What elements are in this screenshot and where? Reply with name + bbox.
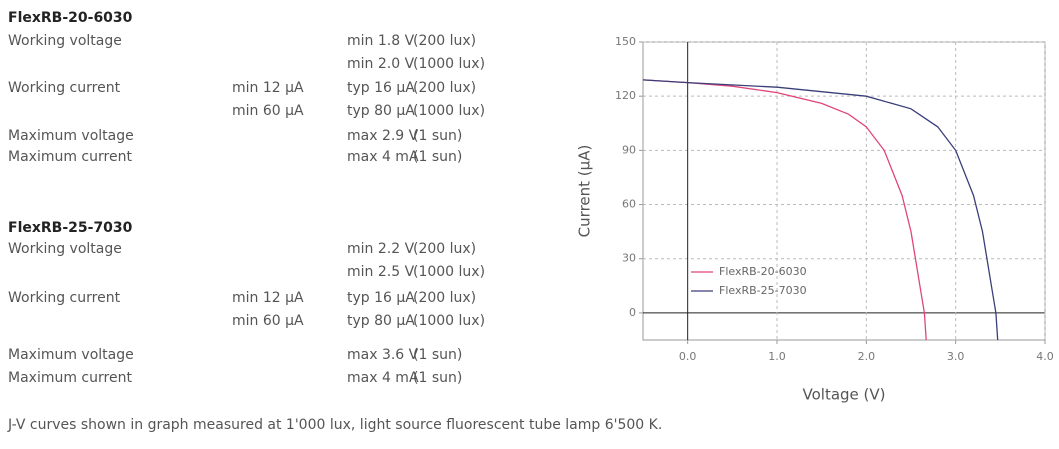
spec-value: typ 80 µA [347, 313, 415, 329]
spec-value: min 2.2 V [347, 241, 415, 257]
spec-label: Maximum voltage [8, 347, 134, 363]
curve [643, 79, 999, 340]
spec-label: Maximum current [8, 370, 132, 386]
spec-value: typ 80 µA [347, 103, 415, 119]
legend-label: FlexRB-25-7030 [719, 284, 807, 297]
spec-title: FlexRB-20-6030 [8, 10, 133, 26]
spec-label: Working voltage [8, 241, 122, 257]
spec-condition: (1000 lux) [413, 313, 485, 329]
spec-condition: (1 sun) [413, 128, 462, 144]
y-tick-label: 60 [622, 198, 636, 211]
spec-condition: (1 sun) [413, 347, 462, 363]
spec-value: max 4 mA [347, 149, 419, 165]
spec-value: min 2.0 V [347, 56, 415, 72]
curve [643, 79, 927, 340]
y-axis-label: Current (µA) [576, 145, 594, 238]
spec-value: min 2.5 V [347, 264, 415, 280]
spec-condition: (200 lux) [413, 290, 476, 306]
plot-frame [642, 41, 1046, 341]
spec-value: max 3.6 V [347, 347, 419, 363]
spec-label: Maximum current [8, 149, 132, 165]
spec-label: Working current [8, 80, 121, 96]
spec-label: Working voltage [8, 33, 122, 49]
spec-condition: (200 lux) [413, 33, 476, 49]
x-tick-label: 2.0 [858, 350, 876, 363]
legend-label: FlexRB-20-6030 [719, 265, 807, 278]
spec-condition: (200 lux) [413, 241, 476, 257]
spec-min: min 60 µA [232, 313, 304, 329]
y-tick-label: 90 [622, 143, 636, 156]
spec-value: min 1.8 V [347, 33, 415, 49]
y-tick-label: 30 [622, 252, 636, 265]
x-tick-label: 4.0 [1036, 350, 1054, 363]
spec-min: min 60 µA [232, 103, 304, 119]
spec-label: Working current [8, 290, 121, 306]
y-tick-label: 120 [615, 89, 636, 102]
y-tick-label: 0 [629, 306, 636, 319]
spec-condition: (1 sun) [413, 149, 462, 165]
spec-condition: (1000 lux) [413, 103, 485, 119]
spec-value: max 4 mA [347, 370, 419, 386]
spec-value: typ 16 µA [347, 80, 415, 96]
x-axis-label: Voltage (V) [803, 386, 886, 404]
x-tick-label: 3.0 [947, 350, 965, 363]
spec-condition: (1000 lux) [413, 56, 485, 72]
x-tick-label: 1.0 [768, 350, 786, 363]
spec-min: min 12 µA [232, 80, 304, 96]
spec-value: max 2.9 V [347, 128, 419, 144]
footnote: J-V curves shown in graph measured at 1'… [7, 417, 662, 433]
spec-value: typ 16 µA [347, 290, 415, 306]
y-tick-label: 150 [615, 35, 636, 48]
spec-condition: (1000 lux) [413, 264, 485, 280]
x-tick-label: 0.0 [679, 350, 697, 363]
spec-condition: (200 lux) [413, 80, 476, 96]
spec-condition: (1 sun) [413, 370, 462, 386]
spec-label: Maximum voltage [8, 128, 134, 144]
spec-min: min 12 µA [232, 290, 304, 306]
spec-title: FlexRB-25-7030 [8, 220, 133, 236]
